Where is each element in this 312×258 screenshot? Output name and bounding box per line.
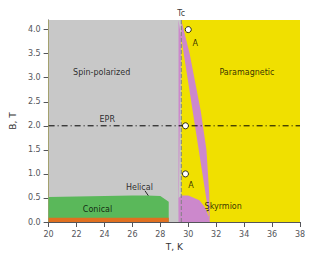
svg-text:EPR: EPR xyxy=(100,115,116,124)
svg-text:26: 26 xyxy=(127,230,137,239)
svg-text:30: 30 xyxy=(183,230,193,239)
svg-text:32: 32 xyxy=(211,230,221,239)
svg-text:3.5: 3.5 xyxy=(28,49,41,58)
svg-text:T, K: T, K xyxy=(165,242,184,252)
svg-text:Skyrmion: Skyrmion xyxy=(205,202,242,211)
svg-text:28: 28 xyxy=(155,230,165,239)
svg-text:2.0: 2.0 xyxy=(28,121,41,130)
svg-text:A: A xyxy=(193,39,199,48)
svg-text:20: 20 xyxy=(44,230,54,239)
svg-text:1.0: 1.0 xyxy=(28,169,41,178)
svg-text:Tc: Tc xyxy=(176,9,185,18)
svg-text:Paramagnetic: Paramagnetic xyxy=(219,68,274,77)
svg-text:B, T: B, T xyxy=(8,112,18,130)
svg-text:0.5: 0.5 xyxy=(28,193,41,202)
svg-text:2.5: 2.5 xyxy=(28,97,41,106)
svg-text:Spin-polarized: Spin-polarized xyxy=(73,68,130,77)
svg-text:1.5: 1.5 xyxy=(28,145,41,154)
svg-text:34: 34 xyxy=(239,230,249,239)
svg-text:4.0: 4.0 xyxy=(28,25,41,34)
svg-text:0.0: 0.0 xyxy=(28,218,41,227)
svg-text:22: 22 xyxy=(71,230,81,239)
svg-text:24: 24 xyxy=(99,230,109,239)
svg-text:3.0: 3.0 xyxy=(28,73,41,82)
svg-text:Conical: Conical xyxy=(83,205,112,214)
svg-text:36: 36 xyxy=(267,230,277,239)
svg-text:Helical: Helical xyxy=(126,183,153,192)
svg-text:A: A xyxy=(188,181,194,190)
svg-text:38: 38 xyxy=(295,230,305,239)
